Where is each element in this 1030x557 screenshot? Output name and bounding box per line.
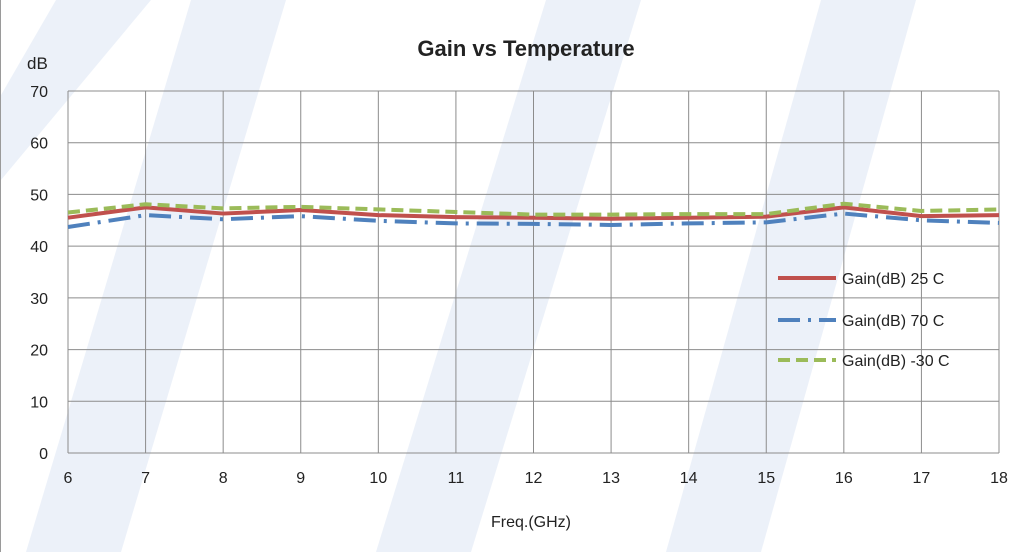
y-tick-label: 20 — [30, 343, 48, 360]
series-line-3 — [67, 201, 1000, 217]
x-tick-label: 7 — [141, 470, 150, 487]
y-tick-label: 10 — [30, 394, 48, 411]
watermark-stripe — [1, 0, 151, 180]
x-tick-label: 15 — [757, 470, 775, 487]
axis-labels: 6 7 8 9 10 11 12 13 14 15 16 17 18 0 10 20 30 40 50 60 70 — [30, 84, 1008, 487]
legend-label-3: Gain(dB) -30 C — [842, 353, 950, 370]
x-axis-label: Freq.(GHz) — [491, 514, 571, 531]
y-axis-label: dB — [27, 54, 48, 73]
series-line-1 — [67, 205, 1000, 221]
x-tick-label: 16 — [835, 470, 853, 487]
y-tick-label: 60 — [30, 136, 48, 153]
x-tick-label: 13 — [602, 470, 620, 487]
watermark-stripe — [26, 0, 286, 552]
x-tick-label: 11 — [448, 470, 465, 487]
y-tick-label: 70 — [30, 84, 48, 101]
x-tick-label: 17 — [913, 470, 931, 487]
x-tick-label: 12 — [525, 470, 543, 487]
y-tick-label: 30 — [30, 291, 48, 308]
legend-label-2: Gain(dB) 70 C — [842, 313, 944, 330]
legend-label-1: Gain(dB) 25 C — [842, 271, 944, 288]
watermark-stripe — [376, 0, 641, 552]
x-tick-label: 10 — [369, 470, 387, 487]
chart-title: Gain vs Temperature — [417, 36, 634, 61]
x-tick-label: 9 — [296, 470, 305, 487]
legend: Gain(dB) 25 C Gain(dB) 70 C Gain(dB) -30 C — [778, 271, 950, 370]
series-layer — [67, 201, 1000, 229]
x-tick-label: 14 — [680, 470, 698, 487]
series-line-2 — [67, 211, 1000, 229]
y-tick-label: 0 — [39, 446, 48, 463]
grid — [67, 90, 1000, 454]
x-tick-label: 6 — [64, 470, 73, 487]
y-tick-label: 50 — [30, 187, 48, 204]
x-tick-label: 18 — [990, 470, 1008, 487]
x-tick-label: 8 — [219, 470, 228, 487]
y-tick-label: 40 — [30, 239, 48, 256]
